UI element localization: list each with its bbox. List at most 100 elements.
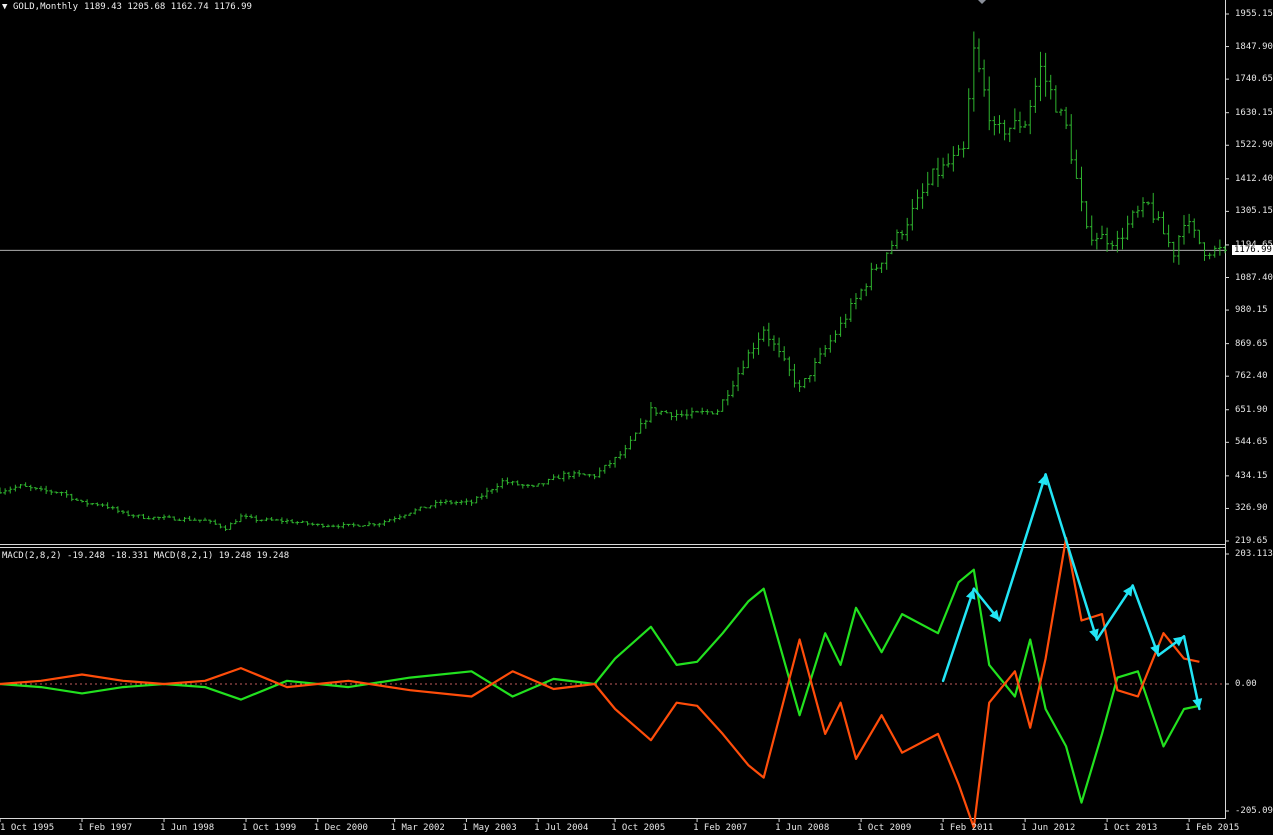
price-bar — [1033, 77, 1038, 113]
price-bar — [1028, 99, 1033, 135]
price-bar — [633, 432, 638, 441]
price-bar — [1053, 85, 1058, 113]
price-bar — [792, 363, 797, 388]
price-bar — [976, 38, 981, 73]
price-bar — [725, 390, 730, 406]
price-bar — [192, 517, 197, 521]
price-bar — [28, 484, 33, 492]
price-bar — [664, 410, 669, 414]
price-bar — [290, 519, 295, 524]
price-bar — [818, 347, 823, 365]
price-bar — [23, 482, 28, 487]
price-bar — [874, 264, 879, 271]
price-bar — [766, 322, 771, 347]
price-bar — [1176, 235, 1181, 265]
scroll-marker-icon — [978, 0, 986, 4]
price-bar — [13, 484, 18, 492]
price-bar — [131, 514, 136, 519]
price-bar — [1038, 51, 1043, 102]
price-bar — [520, 483, 525, 489]
price-bar — [587, 473, 592, 478]
price-bar — [1166, 224, 1171, 248]
price-bar — [95, 502, 100, 507]
price-bar — [197, 519, 202, 523]
price-bar — [49, 489, 54, 495]
price-bar — [151, 516, 156, 520]
price-bar — [910, 199, 915, 231]
price-bar — [228, 522, 233, 530]
price-bar — [956, 144, 961, 156]
price-bar — [1084, 201, 1089, 229]
triangle-down-icon[interactable]: ▼ — [2, 2, 8, 12]
price-bar — [392, 516, 397, 523]
time-tick-label: 1 Oct 2005 — [611, 823, 666, 833]
price-bar — [172, 516, 177, 521]
price-bar — [1007, 127, 1012, 143]
price-bar — [1146, 201, 1151, 206]
price-bar — [59, 491, 64, 496]
price-bar — [648, 402, 653, 423]
price-bar — [397, 514, 402, 520]
price-bar — [464, 498, 469, 506]
price-bar — [1125, 215, 1130, 240]
price-bar — [515, 480, 520, 486]
price-tick-label: 651.90 — [1235, 404, 1268, 415]
price-bar — [156, 516, 161, 521]
price-bar — [1192, 218, 1197, 238]
price-bar — [879, 262, 884, 274]
time-tick-label: 1 Feb 2011 — [939, 823, 994, 833]
price-bar — [561, 470, 566, 482]
price-bar — [141, 513, 146, 520]
price-bar — [100, 503, 105, 507]
annotation-arrow — [941, 587, 976, 683]
price-bar — [413, 508, 418, 515]
price-bar — [500, 478, 505, 489]
price-bar — [992, 116, 997, 136]
price-bar — [233, 519, 238, 525]
price-bar — [223, 525, 228, 532]
price-bar — [746, 349, 751, 369]
price-bar — [1099, 225, 1104, 240]
price-bar — [85, 499, 90, 507]
price-bar — [930, 168, 935, 186]
annotation-arrows — [941, 473, 1203, 711]
price-bar — [33, 487, 38, 491]
price-bar — [438, 499, 443, 506]
price-bar — [495, 483, 500, 493]
time-tick-label: 1 Jun 1998 — [160, 823, 215, 833]
price-bar — [310, 522, 315, 526]
price-bar — [1002, 119, 1007, 141]
price-bar — [387, 518, 392, 523]
price-bar — [674, 409, 679, 421]
price-bar — [925, 171, 930, 197]
price-tick-label: 1630.15 — [1235, 107, 1273, 118]
price-bar — [643, 419, 648, 429]
price-bar — [208, 519, 213, 524]
price-tick-label: 434.15 — [1235, 470, 1268, 481]
price-bar — [1207, 252, 1212, 260]
price-bar — [3, 488, 8, 495]
price-bar — [1187, 213, 1192, 234]
macd-tick-label: 0.00 — [1235, 679, 1257, 689]
price-bar — [115, 506, 120, 514]
price-bar — [346, 523, 351, 527]
price-bar — [848, 298, 853, 322]
price-bar — [305, 521, 310, 526]
price-bar — [607, 460, 612, 469]
price-bar — [894, 229, 899, 249]
time-tick-label: 1 Dec 2000 — [313, 823, 368, 833]
price-bar — [536, 483, 541, 487]
price-bar — [602, 464, 607, 474]
price-bar — [756, 332, 761, 355]
price-bar — [490, 488, 495, 494]
price-bar — [618, 451, 623, 460]
price-bar — [244, 513, 249, 520]
symbol-title: GOLD,Monthly — [13, 2, 79, 12]
price-bar — [900, 230, 905, 240]
price-bar — [474, 496, 479, 504]
price-tick-label: 1194.65 — [1235, 240, 1273, 250]
price-bar — [269, 517, 274, 521]
price-bar — [710, 411, 715, 415]
price-bar — [1110, 240, 1115, 250]
price-bar — [1171, 241, 1176, 263]
